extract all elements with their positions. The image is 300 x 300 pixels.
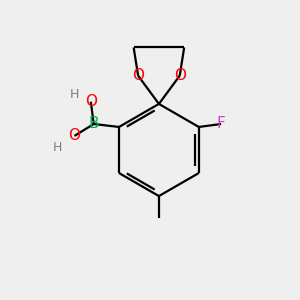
Text: H: H [52,141,62,154]
Text: O: O [85,94,97,109]
Text: F: F [217,116,226,131]
Text: B: B [88,116,99,131]
Text: O: O [68,128,80,143]
Text: O: O [132,68,144,83]
Text: H: H [70,88,79,101]
Text: O: O [174,68,186,83]
